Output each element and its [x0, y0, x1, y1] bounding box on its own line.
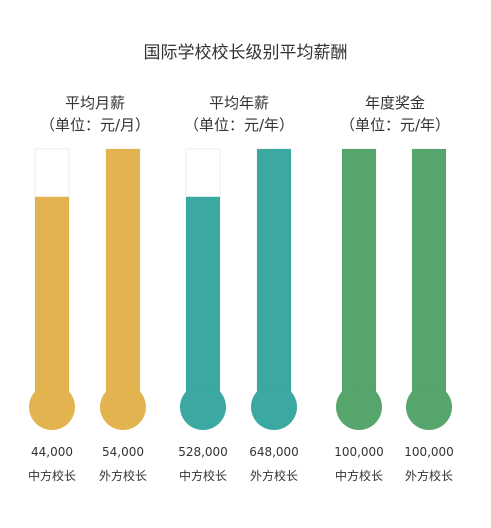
group-title-annual: 平均年薪 （单位：元/年） — [164, 92, 314, 136]
value-label-bonus-foreign: 100,000 — [404, 445, 454, 459]
category-label-bonus-foreign: 外方校长 — [404, 469, 453, 483]
bar-fill-bonus-foreign — [412, 149, 446, 407]
group-title-monthly: 平均月薪 （单位：元/月） — [20, 92, 170, 136]
bar-fill-annual-foreign — [257, 149, 291, 407]
group-title-annual-unit: （单位：元/年） — [183, 116, 295, 134]
thermometer-bulb-monthly-foreign — [100, 384, 146, 430]
bar-fill-monthly-chinese — [35, 196, 69, 407]
group-title-monthly-name: 平均月薪 — [64, 94, 125, 112]
thermometer-bulb-monthly-chinese — [29, 384, 75, 430]
thermometer-bulb-annual-chinese — [180, 384, 226, 430]
value-label-annual-chinese: 528,000 — [178, 445, 228, 459]
group-title-bonus-unit: （单位：元/年） — [339, 116, 451, 134]
category-label-annual-chinese: 中方校长 — [178, 469, 227, 483]
value-label-monthly-foreign: 54,000 — [102, 445, 144, 459]
category-label-bonus-chinese: 中方校长 — [334, 469, 383, 483]
group-title-monthly-unit: （单位：元/月） — [39, 116, 151, 134]
value-label-annual-foreign: 648,000 — [249, 445, 299, 459]
thermometer-bulb-bonus-foreign — [406, 384, 452, 430]
bar-fill-bonus-chinese — [342, 149, 376, 407]
bar-fill-monthly-foreign — [106, 149, 140, 407]
thermometer-bulb-bonus-chinese — [336, 384, 382, 430]
chart-title: 国际学校校长级别平均薪酬 — [143, 43, 348, 63]
group-title-annual-name: 平均年薪 — [208, 94, 269, 112]
category-label-annual-foreign: 外方校长 — [249, 469, 298, 483]
group-title-bonus: 年度奖金 （单位：元/年） — [320, 92, 470, 136]
value-label-monthly-chinese: 44,000 — [31, 445, 73, 459]
value-label-bonus-chinese: 100,000 — [334, 445, 384, 459]
bar-fill-annual-chinese — [186, 196, 220, 407]
category-label-monthly-foreign: 外方校长 — [98, 469, 147, 483]
category-label-monthly-chinese: 中方校长 — [27, 469, 76, 483]
thermometer-bulb-annual-foreign — [251, 384, 297, 430]
group-title-bonus-name: 年度奖金 — [364, 94, 425, 112]
